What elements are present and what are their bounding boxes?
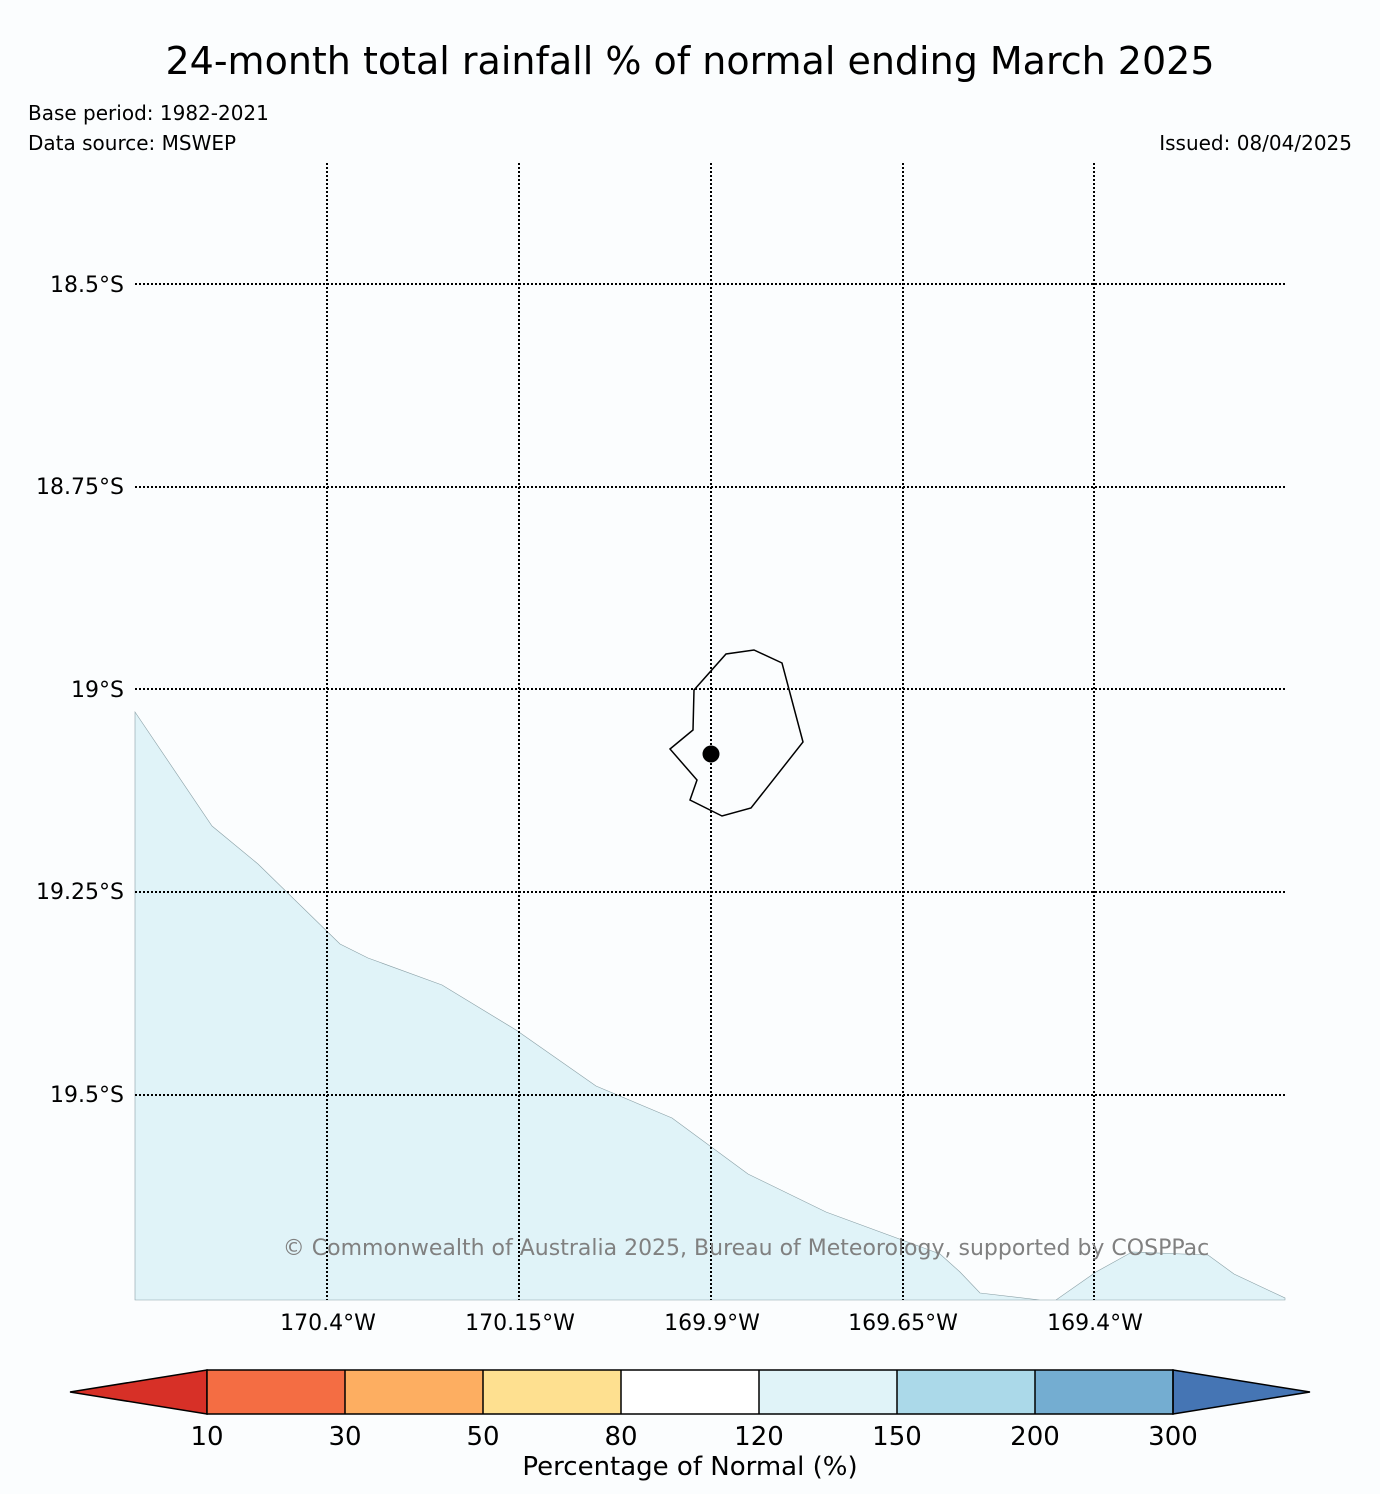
map-title: 24-month total rainfall % of normal endi… [165, 39, 1215, 83]
colorbar-tick-label: 80 [604, 1422, 637, 1452]
colorbar-bin [483, 1370, 621, 1414]
colorbar-bin [759, 1370, 897, 1414]
lon-label: 169.9°W [664, 1311, 760, 1336]
colorbar-tick-label: 120 [734, 1422, 784, 1452]
colorbar-title: Percentage of Normal (%) [522, 1452, 857, 1482]
base-period-text: Base period: 1982-2021 [28, 101, 269, 125]
colorbar-bin [897, 1370, 1035, 1414]
colorbar-tick-label: 150 [872, 1422, 922, 1452]
lat-label: 19.25°S [36, 880, 124, 905]
lon-label: 169.65°W [848, 1311, 958, 1336]
colorbar-extend-low [69, 1369, 208, 1415]
colorbar-bin [345, 1370, 483, 1414]
lat-label: 19.5°S [50, 1083, 124, 1108]
issued-date-text: Issued: 08/04/2025 [1159, 131, 1352, 155]
lon-label: 170.15°W [465, 1311, 575, 1336]
colorbar-tick-label: 50 [466, 1422, 499, 1452]
map-gridlines [135, 163, 1285, 1300]
colorbar-tick-label: 300 [1148, 1422, 1198, 1452]
lon-label: 170.4°W [280, 1311, 376, 1336]
lat-label: 18.75°S [36, 475, 124, 500]
colorbar-bin [1035, 1370, 1173, 1414]
lon-label: 169.4°W [1047, 1311, 1143, 1336]
colorbar-tick-label: 30 [328, 1422, 361, 1452]
colorbar-bin [621, 1370, 759, 1414]
copyright-text: © Commonwealth of Australia 2025, Bureau… [283, 1236, 1209, 1261]
station-marker [702, 745, 720, 763]
colorbar-extend-high [1172, 1369, 1311, 1415]
colorbar: 10 30 50 80 120 150 200 300 Percentage o… [69, 1369, 1311, 1482]
rainfall-shaded-region [134, 711, 1286, 1301]
latitude-labels: 18.5°S 18.75°S 19°S 19.25°S 19.5°S [36, 273, 124, 1108]
lat-label: 19°S [71, 678, 124, 703]
colorbar-bin [207, 1370, 345, 1414]
data-source-text: Data source: MSWEP [28, 131, 237, 155]
colorbar-tick-label: 200 [1010, 1422, 1060, 1452]
lat-label: 18.5°S [50, 273, 124, 298]
colorbar-tick-label: 10 [190, 1422, 223, 1452]
island-outline [668, 649, 804, 817]
longitude-labels: 170.4°W 170.15°W 169.9°W 169.65°W 169.4°… [280, 1311, 1143, 1336]
